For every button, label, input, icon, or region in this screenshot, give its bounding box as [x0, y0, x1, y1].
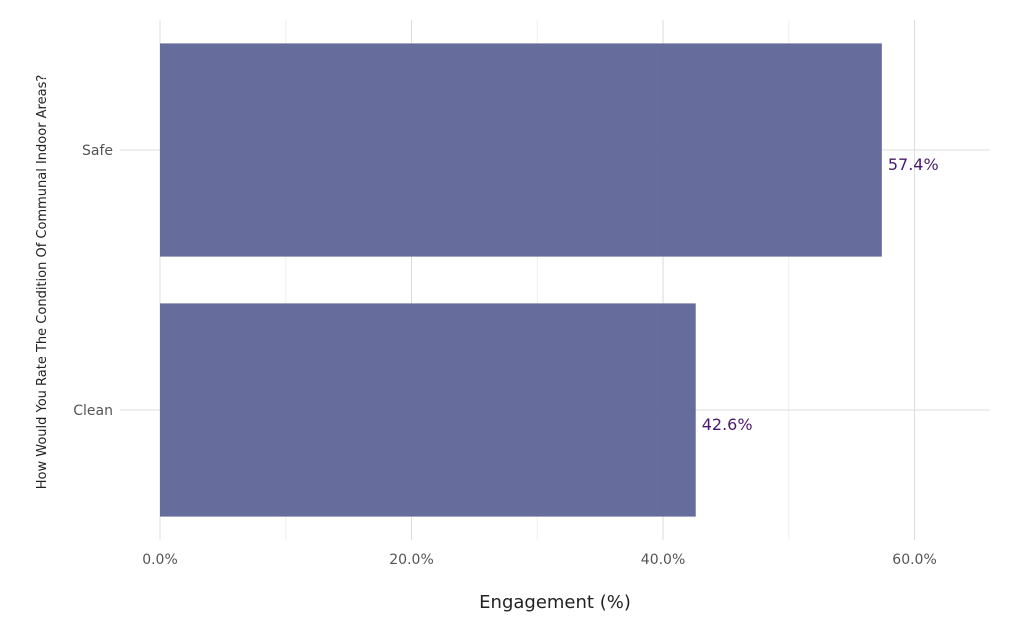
bar-clean: [160, 303, 696, 517]
x-tick-label: 20.0%: [389, 552, 433, 568]
bars: 57.4% 42.6%: [160, 43, 939, 517]
x-axis-ticks: 0.0% 20.0% 40.0% 60.0%: [142, 552, 937, 568]
y-tick-label: Clean: [73, 403, 113, 419]
x-tick-label: 40.0%: [641, 552, 685, 568]
y-axis-ticks: Safe Clean: [73, 143, 113, 419]
data-label-clean: 42.6%: [702, 415, 753, 434]
bar-safe: [160, 43, 882, 257]
x-tick-label: 0.0%: [142, 552, 178, 568]
data-label-safe: 57.4%: [888, 155, 939, 174]
x-axis-label: Engagement (%): [479, 592, 631, 613]
y-tick-label: Safe: [82, 143, 113, 159]
x-tick-label: 60.0%: [892, 552, 936, 568]
y-axis-label: How Would You Rate The Condition Of Comm…: [35, 75, 50, 490]
